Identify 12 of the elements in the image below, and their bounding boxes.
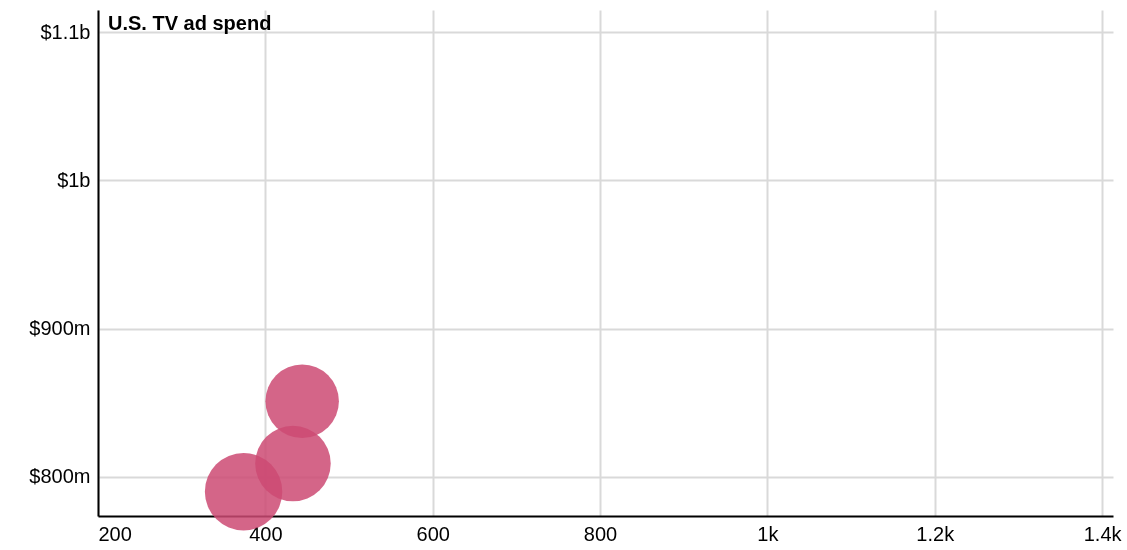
- x-tick-label: 400: [249, 522, 283, 545]
- x-tick-label: 200: [98, 522, 132, 545]
- x-tick-label: 1k: [757, 522, 780, 545]
- y-tick-label: $900m: [29, 317, 91, 340]
- y-tick-label: $800m: [29, 465, 91, 488]
- x-tick-label: 1.2k: [916, 522, 956, 545]
- chart-title: U.S. TV ad spend: [108, 12, 272, 34]
- y-tick-label: $1.1b: [40, 20, 91, 43]
- x-tick-label: 1.4k: [1083, 522, 1123, 545]
- x-tick-label: 600: [416, 522, 450, 545]
- y-tick-label: $1b: [57, 168, 91, 191]
- x-tick-label: 800: [583, 522, 618, 545]
